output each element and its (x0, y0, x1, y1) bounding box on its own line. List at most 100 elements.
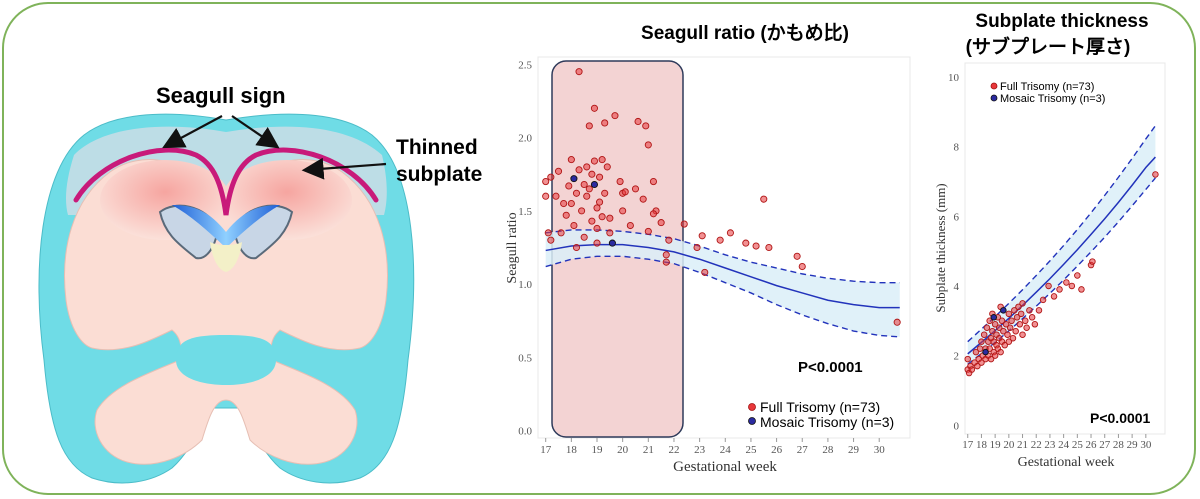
point-full-trisomy (1009, 334, 1017, 342)
point-full-trisomy (606, 229, 614, 237)
point-full-trisomy (593, 204, 601, 212)
x-tick-label: 18 (976, 439, 988, 451)
point-full-trisomy (639, 195, 647, 203)
point-full-trisomy (567, 156, 575, 164)
point-full-trisomy (765, 243, 773, 252)
x-tick-label: 28 (822, 444, 834, 456)
point-full-trisomy (760, 195, 768, 203)
arrow-right-seagull (231, 115, 280, 149)
chart2-y-axis-label: Subplate thickness (mm) (933, 183, 948, 312)
point-full-trisomy (542, 192, 550, 200)
chart1-legend-full-marker (748, 403, 756, 411)
ci-lower-line (545, 255, 900, 338)
point-full-trisomy (986, 317, 993, 325)
point-full-trisomy (1019, 300, 1026, 307)
point-full-trisomy (580, 233, 588, 241)
point-mosaic-trisomy (990, 314, 998, 321)
point-full-trisomy (978, 359, 985, 366)
y-tick-label: 10 (948, 72, 960, 84)
point-full-trisomy (976, 345, 984, 352)
chart1-legend-mosaic-marker (748, 417, 756, 425)
brain-lower-notch (176, 335, 276, 385)
point-full-trisomy (583, 192, 591, 200)
point-full-trisomy (631, 185, 640, 193)
seagull-ratio-chart: Seagull ratio (かもめ比) 0.00.51.01.52.02.5 … (505, 22, 911, 475)
point-full-trisomy (590, 104, 598, 112)
point-full-trisomy (701, 268, 709, 276)
point-full-trisomy (606, 214, 614, 222)
point-full-trisomy (554, 167, 563, 175)
point-full-trisomy (1000, 327, 1007, 335)
point-full-trisomy (567, 199, 575, 208)
point-mosaic-trisomy (570, 175, 578, 183)
point-full-trisomy (585, 185, 593, 193)
y-tick-label: 0.0 (518, 426, 532, 438)
point-full-trisomy (649, 210, 657, 218)
point-full-trisomy (798, 262, 806, 271)
chart2-p-value: P<0.0001 (1090, 410, 1151, 426)
third-ventricle-yellow (210, 242, 242, 272)
x-tick-label: 30 (874, 444, 886, 456)
y-tick-label: 0 (954, 420, 960, 432)
ci-band-fill (967, 125, 1156, 365)
point-full-trisomy (1023, 324, 1030, 332)
point-full-trisomy (680, 220, 688, 228)
ci-upper-line (545, 229, 900, 284)
x-tick-label: 27 (1099, 439, 1111, 451)
x-tick-label: 20 (617, 444, 629, 456)
point-full-trisomy (593, 224, 601, 232)
x-tick-label: 22 (1031, 439, 1042, 451)
point-full-trisomy (603, 163, 611, 171)
point-full-trisomy (1039, 296, 1047, 304)
point-full-trisomy (752, 242, 760, 250)
x-tick-label: 22 (668, 444, 679, 456)
x-tick-label: 23 (1044, 439, 1056, 451)
chart2-legend-full-marker (990, 82, 998, 90)
point-full-trisomy (1063, 279, 1070, 286)
point-full-trisomy (649, 178, 657, 186)
point-full-trisomy (974, 362, 981, 370)
point-full-trisomy (565, 182, 573, 190)
point-full-trisomy (1056, 286, 1063, 293)
point-full-trisomy (1006, 324, 1014, 332)
y-tick-label: 8 (954, 142, 960, 154)
point-full-trisomy (562, 211, 570, 219)
arrow-thinned-subplate (301, 157, 387, 180)
x-tick-label: 17 (540, 444, 552, 456)
x-tick-label: 19 (592, 444, 604, 456)
point-full-trisomy (644, 141, 652, 149)
point-full-trisomy (991, 352, 999, 359)
point-full-trisomy (662, 251, 670, 259)
y-tick-label: 6 (954, 211, 960, 223)
y-tick-label: 1.5 (518, 206, 532, 218)
point-full-trisomy (560, 199, 568, 208)
arrow-left-seagull (162, 115, 223, 149)
point-mosaic-trisomy (1000, 307, 1007, 314)
point-full-trisomy (557, 229, 565, 237)
chart2-x-axis-label: Gestational week (1018, 455, 1115, 470)
point-full-trisomy (986, 345, 993, 352)
point-full-trisomy (972, 348, 980, 356)
x-tick-label: 29 (1127, 439, 1139, 451)
point-full-trisomy (1068, 282, 1076, 290)
point-full-trisomy (596, 173, 604, 181)
y-tick-label: 0.5 (518, 352, 532, 364)
x-tick-label: 23 (694, 444, 706, 456)
chart1-legend-full: Full Trisomy (n=73) (760, 399, 880, 415)
chart1-points (542, 68, 901, 326)
point-full-trisomy (544, 229, 552, 237)
point-full-trisomy (596, 198, 604, 206)
point-full-trisomy (547, 236, 555, 244)
chart1-x-axis-label: Gestational week (673, 459, 777, 475)
point-full-trisomy (964, 355, 971, 363)
point-full-trisomy (575, 166, 583, 174)
chart2-legend-mosaic-marker (990, 94, 998, 102)
point-full-trisomy (1005, 310, 1013, 318)
x-tick-label: 19 (990, 439, 1002, 451)
x-tick-label: 28 (1113, 439, 1125, 451)
point-full-trisomy (1050, 293, 1058, 300)
point-full-trisomy (575, 68, 583, 76)
point-full-trisomy (698, 232, 706, 240)
